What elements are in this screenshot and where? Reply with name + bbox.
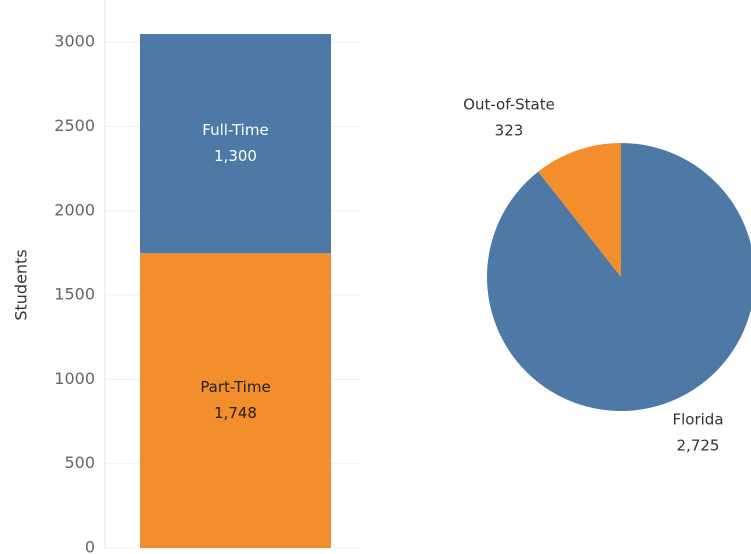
segment-label: Part-Time (200, 378, 270, 396)
y-tick-label: 1000 (54, 369, 95, 388)
y-tick-label: 3000 (54, 32, 95, 51)
y-tick-label: 1500 (54, 285, 95, 304)
data-label: 1,748 (214, 404, 257, 422)
slice-value: 2,725 (677, 437, 720, 455)
pie-slice (487, 143, 751, 411)
slice-label: Florida (672, 411, 723, 429)
pie-slice (538, 143, 621, 277)
y-tick-label: 0 (85, 538, 95, 554)
data-label: 1,300 (214, 147, 257, 165)
y-tick-label: 2500 (54, 116, 95, 135)
y-axis-label: Students (12, 249, 31, 320)
segment-label: Full-Time (202, 121, 268, 139)
y-tick-label: 2000 (54, 200, 95, 219)
bar-segment (140, 34, 331, 254)
slice-label: Out-of-State (463, 96, 555, 114)
y-tick-label: 500 (64, 453, 95, 472)
bar-segment (140, 253, 331, 548)
slice-value: 323 (495, 122, 524, 140)
